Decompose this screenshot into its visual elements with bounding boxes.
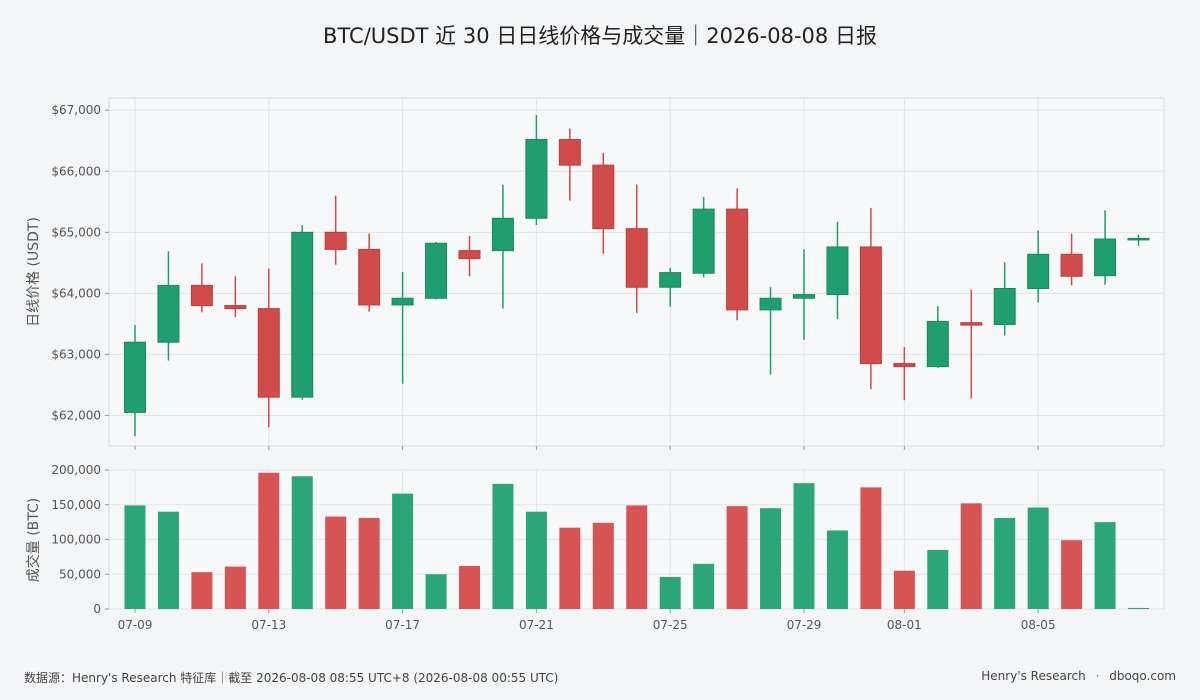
candle-body (391, 297, 414, 306)
volume-bar (358, 517, 380, 609)
candle-body (1027, 253, 1050, 289)
volume-bar (693, 563, 715, 609)
footer-credit: Henry's Research · dboqo.com (981, 669, 1176, 683)
volume-ylabel: 成交量 (BTC) (25, 498, 42, 583)
candle-body (525, 139, 548, 219)
volume-bar (425, 574, 447, 609)
volume-ytick-label: 0 (93, 602, 101, 616)
site-link[interactable]: dboqo.com (1109, 669, 1176, 683)
volume-bars (124, 472, 1149, 609)
candle-body (1094, 238, 1117, 277)
candle-body (726, 208, 749, 311)
candle-body (859, 246, 882, 365)
xtick-label: 07-13 (251, 618, 286, 632)
candle-body (291, 231, 314, 398)
volume-bar (960, 503, 982, 609)
candle-body (124, 341, 146, 413)
price-ytick-label: $62,000 (51, 408, 101, 422)
volume-bar (258, 472, 280, 609)
candle-body (893, 363, 916, 368)
candle-body (793, 294, 815, 299)
volume-bar (927, 549, 949, 609)
volume-bar (626, 505, 648, 609)
volume-bar (793, 483, 815, 609)
volume-ytick-label: 100,000 (51, 533, 101, 547)
candle-body (759, 297, 782, 311)
volume-ytick-label: 50,000 (59, 567, 101, 581)
price-ytick-label: $67,000 (51, 103, 101, 117)
volume-bar (191, 572, 213, 609)
candle-body (692, 208, 715, 274)
volume-bar (392, 493, 414, 609)
candle-body (1060, 253, 1083, 277)
xtick-label: 08-01 (887, 618, 922, 632)
price-ytick-label: $64,000 (51, 286, 101, 300)
candle-body (993, 287, 1016, 326)
price-ytick-label: $66,000 (51, 164, 101, 178)
candle-body (257, 308, 280, 398)
volume-bar (1027, 507, 1049, 609)
volume-bar (291, 476, 313, 609)
candle-body (1127, 237, 1150, 241)
price-candles (124, 115, 1150, 437)
price-ylabel: 日线价格 (USDT) (26, 217, 42, 327)
candle-body (491, 217, 514, 252)
candle-body (324, 231, 347, 250)
grid-layer (109, 98, 1164, 610)
xtick-label: 08-05 (1021, 618, 1056, 632)
volume-bar (1061, 540, 1083, 609)
candle-body (960, 322, 983, 326)
volume-bar (1128, 607, 1149, 609)
volume-bar (325, 516, 347, 609)
candle-body (157, 284, 180, 343)
volume-bar (826, 530, 848, 609)
xtick-label: 07-29 (787, 618, 822, 632)
volume-bar (459, 565, 480, 609)
volume-bar (659, 577, 681, 609)
volume-bar (760, 508, 782, 609)
candle-body (190, 284, 213, 307)
candle-body (358, 248, 381, 306)
xtick-label: 07-09 (118, 618, 153, 632)
volume-bar (726, 506, 748, 609)
candle-body (558, 139, 581, 166)
volume-bar (860, 487, 882, 609)
volume-bar (492, 483, 514, 609)
volume-bar (893, 570, 915, 609)
volume-bar (124, 505, 146, 609)
price-ytick-label: $63,000 (51, 347, 101, 361)
price-ytick-label: $65,000 (51, 225, 101, 239)
brand-name: Henry's Research (981, 669, 1086, 683)
volume-ytick-label: 150,000 (51, 498, 101, 512)
separator: · (1095, 669, 1100, 683)
volume-bar (994, 517, 1016, 609)
candle-body (926, 320, 949, 368)
xtick-label: 07-21 (519, 618, 554, 632)
volume-bar (525, 511, 547, 609)
candle-body (659, 272, 682, 288)
axis-labels: $62,000 $63,000 $64,000 $65,000 $66,000 $67,0… (51, 103, 1055, 632)
candle-body (458, 250, 481, 260)
volume-ytick-label: 200,000 (51, 463, 101, 477)
volume-bar (224, 566, 246, 609)
volume-bar (1094, 522, 1116, 609)
data-source-note: 数据源：Henry's Research 特征库｜截至 2026-08-08 0… (24, 671, 559, 685)
volume-bar (157, 511, 179, 609)
candle-body (592, 164, 615, 230)
xtick-label: 07-25 (653, 618, 688, 632)
volume-bar (592, 522, 614, 609)
volume-bar (559, 527, 581, 609)
candle-body (826, 246, 849, 296)
candle-body (224, 305, 247, 310)
xtick-label: 07-17 (385, 618, 420, 632)
candle-body (625, 228, 648, 288)
candle-body (425, 242, 448, 299)
chart-title: BTC/USDT 近 30 日日线价格与成交量｜2026-08-08 日报 (323, 24, 877, 48)
